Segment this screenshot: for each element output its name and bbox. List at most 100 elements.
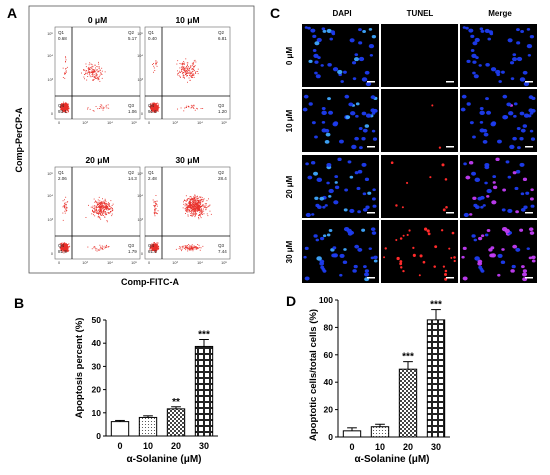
x-tick-label: 10³ (172, 261, 178, 265)
merged-nucleus (480, 269, 485, 273)
flow-dot (156, 105, 158, 107)
flow-dot (99, 214, 101, 216)
flow-dot (105, 207, 107, 209)
flow-dot (89, 69, 90, 71)
flow-dot (185, 74, 187, 76)
nucleus (320, 64, 324, 67)
flow-dot (97, 212, 99, 214)
merged-nucleus (516, 28, 520, 32)
q3-value: 1.79 (128, 249, 137, 254)
flow-dot (180, 248, 182, 250)
flow-dot (185, 106, 187, 108)
flow-dot (68, 250, 69, 252)
flow-dot (184, 246, 186, 248)
nucleus (361, 77, 368, 82)
nucleus (303, 255, 307, 259)
flow-dot (197, 71, 199, 72)
flow-dot (197, 206, 199, 208)
merged-nucleus (471, 171, 477, 176)
flow-dot (190, 203, 192, 205)
merged-nucleus (516, 126, 521, 131)
micrograph-0-2 (302, 155, 379, 218)
flow-dot (186, 207, 188, 208)
flow-dot (101, 245, 103, 247)
flow-dot (61, 110, 63, 112)
flow-dot (193, 60, 195, 62)
flow-dot (154, 246, 156, 247)
merged-nucleus (472, 71, 476, 75)
flow-dot (67, 246, 69, 248)
flow-dot (66, 206, 67, 208)
nucleus (310, 160, 316, 165)
flow-dot (187, 81, 188, 83)
flow-dot (189, 68, 190, 69)
flow-dot (186, 247, 187, 249)
flow-dot (191, 215, 193, 217)
flow-dot (102, 108, 104, 109)
panel-c: C DAPI TUNEL Merge 0 μM 10 μM 20 μM 30 μ… (270, 5, 537, 283)
q1-label: Q1 (148, 170, 155, 175)
merged-nucleus (526, 247, 530, 251)
flow-dot (191, 199, 193, 201)
flow-dot (196, 196, 198, 197)
flow-dot (97, 79, 99, 81)
flow-dot (61, 242, 63, 244)
flow-dot (90, 63, 92, 65)
flow-dot (95, 211, 97, 213)
flow-dot (103, 107, 105, 109)
nucleus (358, 126, 363, 131)
nucleus (367, 191, 372, 195)
q4-label: Q4 (58, 243, 65, 248)
flow-dot (155, 64, 157, 66)
tunel-spot (448, 247, 451, 250)
flow-dot (180, 107, 182, 109)
flow-dot (155, 104, 156, 106)
flow-dot (187, 70, 189, 71)
flow-dot (98, 209, 100, 211)
merged-nucleus (484, 181, 488, 185)
flow-dot (109, 209, 110, 210)
panel-a: A Comp-PerCP-A Comp-FITC-A 0 μMQ10.68Q25… (7, 5, 255, 287)
flow-dot (66, 207, 68, 209)
flow-dot (199, 196, 201, 198)
flow-dot (151, 108, 152, 109)
flow-dot (98, 68, 100, 69)
flow-dot (65, 208, 67, 210)
nucleus (328, 188, 334, 194)
flow-dot (193, 69, 195, 71)
flow-dot (66, 103, 68, 105)
flow-dot (151, 249, 153, 251)
flow-dot (155, 208, 157, 210)
flow-dot (87, 107, 89, 109)
flow-dot (62, 108, 64, 110)
flow-dot (98, 213, 100, 214)
flow-dot (62, 243, 64, 245)
merged-nucleus (492, 181, 496, 184)
flow-dot (66, 247, 68, 249)
flow-dot (99, 207, 101, 209)
flow-dot (96, 206, 98, 208)
flow-dot (190, 245, 192, 247)
merged-nucleus (496, 139, 502, 144)
flow-dot (64, 111, 65, 113)
scale-bar (446, 81, 454, 83)
flow-dot (186, 211, 188, 212)
flow-dot (190, 72, 192, 74)
flow-dot (155, 105, 157, 106)
nucleus (314, 71, 318, 75)
merged-nucleus (529, 231, 535, 235)
flow-dot (202, 245, 204, 247)
flow-dot (107, 206, 108, 207)
flow-dot (108, 202, 109, 204)
flow-dot (99, 204, 100, 206)
flow-dot (156, 244, 157, 246)
flow-dot (62, 219, 64, 221)
flow-dot (154, 108, 156, 110)
tunel-spot (400, 266, 403, 269)
flow-dot (106, 205, 108, 207)
flow-dot (191, 198, 193, 199)
flow-dot (151, 250, 153, 252)
flow-dot (107, 207, 109, 208)
merged-nucleus (501, 70, 505, 74)
merged-nucleus (513, 102, 518, 106)
